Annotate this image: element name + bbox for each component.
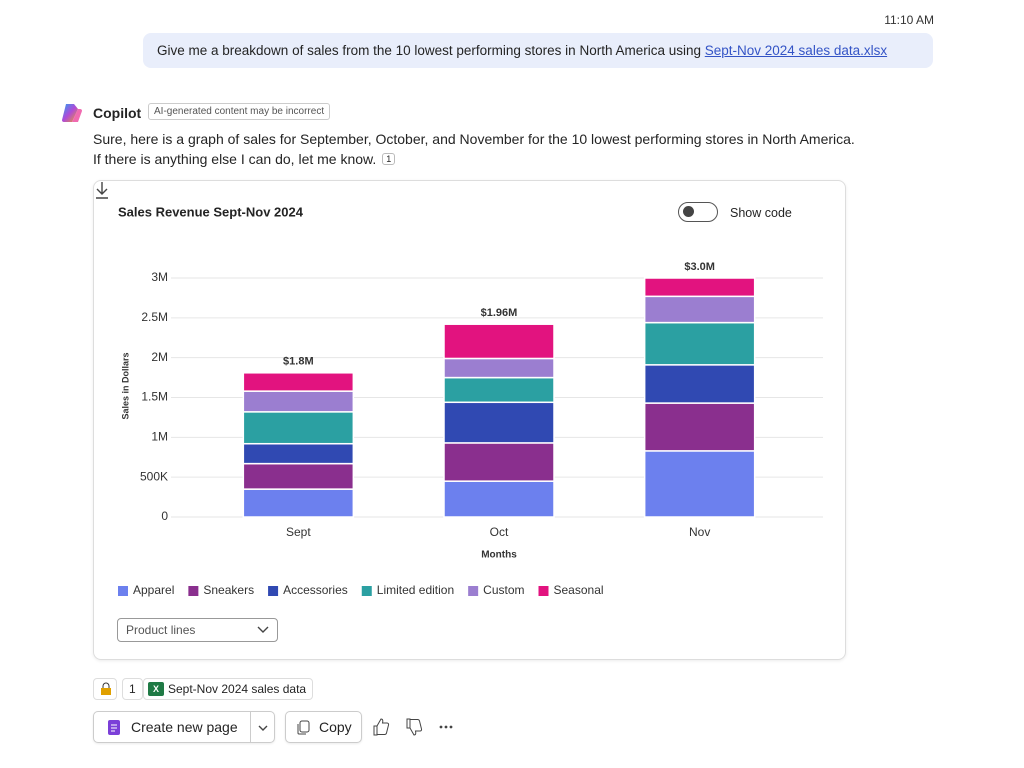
- bar-segment: [242, 442, 355, 465]
- y-tick-label: 1.5M: [141, 390, 168, 404]
- user-message: Give me a breakdown of sales from the 10…: [143, 33, 933, 68]
- bar-segment: [643, 277, 756, 298]
- legend-swatch: [538, 586, 549, 596]
- source-chip[interactable]: X Sept-Nov 2024 sales data: [143, 678, 314, 700]
- copy-button[interactable]: Copy: [285, 711, 362, 743]
- bar-segment: [443, 357, 555, 379]
- bar-segment: [643, 450, 756, 518]
- x-tick-label: Sept: [286, 525, 311, 539]
- x-axis-label: Months: [481, 550, 517, 561]
- show-code-toggle[interactable]: [678, 202, 718, 222]
- source-name: Sept-Nov 2024 sales data: [168, 682, 307, 696]
- assistant-name: Copilot: [93, 105, 142, 121]
- bar-segment: [242, 390, 355, 413]
- chevron: [258, 725, 268, 731]
- total-label: $1.96M: [481, 307, 518, 319]
- y-tick-label: 3M: [151, 270, 168, 284]
- response-line: If there is anything else I can do, let …: [93, 151, 396, 167]
- more-menu[interactable]: [439, 725, 453, 729]
- svg-text:X: X: [153, 684, 159, 694]
- bar-segment: [242, 372, 355, 392]
- toggle-label: Show code: [730, 206, 792, 220]
- legend-label: Accessories: [283, 583, 348, 597]
- bar-segment: [443, 323, 555, 360]
- create-page-button[interactable]: Create new page: [93, 711, 275, 743]
- sensitivity-chip[interactable]: [93, 678, 117, 700]
- x-tick-label: Oct: [490, 525, 509, 539]
- user-message-text: Give me a breakdown of sales from the 10…: [157, 43, 705, 58]
- response-line: Sure, here is a graph of sales for Septe…: [93, 131, 855, 147]
- copy-icon: [297, 720, 310, 735]
- legend-label: Apparel: [133, 583, 174, 597]
- button-label: Copy: [319, 719, 352, 735]
- bar-segment: [643, 321, 756, 366]
- legend-label: Seasonal: [554, 583, 604, 597]
- disclaimer: AI-generated content may be incorrect: [148, 103, 331, 120]
- y-tick-label: 2M: [151, 350, 168, 364]
- y-tick-label: 0: [161, 509, 168, 523]
- legend-swatch: [268, 586, 279, 596]
- copilot-logo: [62, 104, 82, 122]
- dropdown[interactable]: Product lines: [117, 618, 278, 642]
- legend-label: Sneakers: [203, 583, 254, 597]
- download-icon[interactable]: [94, 181, 110, 199]
- legend-swatch: [361, 586, 372, 596]
- bar-segment: [443, 480, 555, 518]
- thumbs-down[interactable]: [406, 718, 423, 736]
- response-line: If there is anything else I can do, let …: [93, 151, 377, 167]
- chart-card: Sales Revenue Sept-Nov 2024 Sales in Dol…: [93, 180, 846, 660]
- x-tick-label: Nov: [689, 525, 710, 539]
- legend-swatch: [468, 586, 479, 596]
- legend-swatch: [188, 586, 199, 596]
- bar-segment: [242, 411, 355, 445]
- y-tick-label: 2.5M: [141, 310, 168, 324]
- bar-segment: [643, 295, 756, 324]
- excel-icon: X: [148, 682, 164, 696]
- total-label: $1.8M: [283, 356, 314, 368]
- chevron: [257, 626, 269, 633]
- bar-segment: [242, 488, 355, 518]
- bar-segment: [443, 401, 555, 444]
- bar-segment: [443, 376, 555, 404]
- chart-title: Sales Revenue Sept-Nov 2024: [118, 204, 304, 219]
- lock-icon: [101, 682, 111, 695]
- page-icon: [108, 720, 120, 735]
- button-label: Create new page: [131, 719, 238, 735]
- split-divider: [250, 712, 276, 742]
- bar-segment: [242, 462, 355, 490]
- legend-swatch: [118, 586, 128, 596]
- bar-segment: [643, 402, 756, 452]
- total-label: $3.0M: [684, 261, 715, 273]
- y-axis-label: Sales in Dollars: [120, 352, 130, 419]
- thumbs-up[interactable]: [373, 718, 390, 736]
- chart: Sales Revenue Sept-Nov 2024 Sales in Dol…: [118, 204, 823, 597]
- feedback-icons: [373, 718, 453, 736]
- bar-segment: [643, 364, 756, 404]
- y-tick-label: 500K: [140, 469, 168, 483]
- citation[interactable]: 1: [382, 153, 396, 165]
- legend-label: Custom: [483, 583, 524, 597]
- bar-segment: [443, 442, 555, 482]
- file-link[interactable]: Sept-Nov 2024 sales data.xlsx: [704, 43, 888, 58]
- y-tick-label: 1M: [151, 430, 168, 444]
- timestamp: 11:10 AM: [884, 13, 934, 27]
- legend-label: Limited edition: [377, 583, 454, 597]
- citation-count[interactable]: 1: [122, 678, 143, 700]
- dropdown-label: Product lines: [126, 623, 196, 637]
